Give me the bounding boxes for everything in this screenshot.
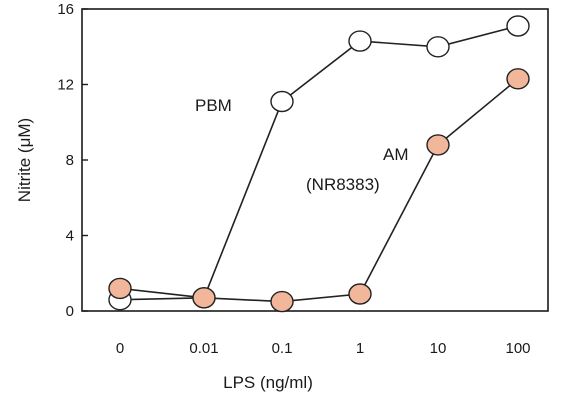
data-point-pbm: [270, 90, 294, 113]
x-tick-label: 0.1: [272, 340, 293, 357]
data-point-am: [348, 283, 372, 305]
data-point-am: [506, 68, 530, 90]
x-tick-labels: 0 0.01 0.1 1 10 100: [116, 340, 531, 357]
series-line-am: [119, 78, 519, 303]
data-point-am: [108, 277, 132, 300]
data-point-am: [426, 134, 450, 156]
series-labels: PBM AM (NR8383): [195, 96, 409, 194]
series-label-am-strain: (NR8383): [306, 175, 380, 194]
plot-frame: [81, 8, 549, 312]
y-tick-label: 0: [66, 303, 74, 320]
data-point-am: [270, 290, 294, 313]
y-tick-label: 16: [57, 1, 74, 18]
x-tick-label: 1: [356, 340, 364, 357]
y-tick-label: 8: [66, 152, 74, 169]
x-tick-label: 10: [430, 340, 447, 357]
y-tick-label: 12: [57, 77, 74, 94]
series-label-pbm: PBM: [195, 96, 232, 115]
series-line-pbm: [119, 25, 519, 301]
y-tick-marks: [82, 8, 88, 312]
x-tick-label: 100: [505, 340, 530, 357]
data-point-pbm: [506, 15, 530, 37]
series-label-am: AM: [383, 145, 409, 164]
y-axis-label: Nitrite (μM): [15, 118, 34, 202]
x-tick-label: 0.01: [189, 340, 218, 357]
y-tick-labels: 0 4 8 12 16: [57, 1, 74, 320]
data-point-pbm: [426, 36, 450, 58]
series-layer: [108, 15, 530, 313]
x-axis-label: LPS (ng/ml): [223, 373, 313, 392]
data-point-am: [192, 287, 216, 309]
y-tick-label: 4: [66, 228, 74, 245]
x-tick-label: 0: [116, 340, 124, 357]
data-point-pbm: [348, 30, 372, 52]
